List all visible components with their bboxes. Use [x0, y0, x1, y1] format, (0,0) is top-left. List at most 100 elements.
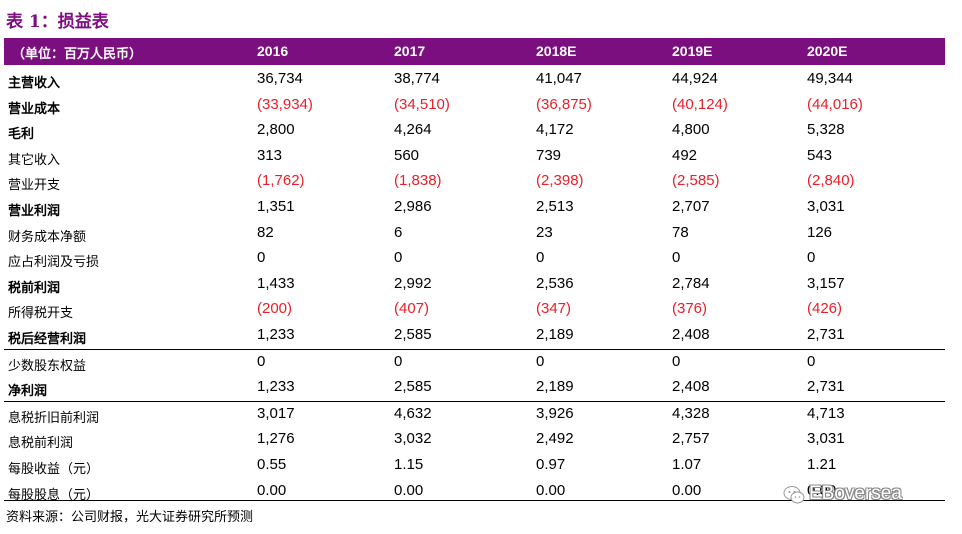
table-cell: (2,585) — [672, 172, 720, 190]
table-cell: 543 — [807, 146, 833, 164]
table-cell: (33,934) — [257, 95, 313, 113]
row-label: 毛利 — [8, 127, 35, 143]
row-label: 净利润 — [8, 384, 48, 400]
table-cell: 3,926 — [536, 404, 574, 422]
table-row: 其它收入 313 560 739 492 543 — [4, 144, 945, 170]
table-cell: 0.97 — [536, 455, 566, 473]
table-cell: 1,433 — [257, 274, 295, 292]
table-cell: 3,031 — [807, 197, 845, 215]
table-cell: 2,731 — [807, 325, 845, 343]
table-cell: (36,875) — [536, 95, 592, 113]
table-cell: 2,757 — [672, 430, 710, 448]
table-cell: 0 — [807, 249, 816, 267]
year-header-2018e: 2018E — [536, 43, 577, 59]
table-row: 财务成本净额 82 6 23 78 126 — [4, 221, 945, 247]
row-label: 其它收入 — [8, 152, 61, 168]
unit-label: （单位：百万人民币） — [12, 47, 143, 62]
table-cell: 3,157 — [807, 274, 845, 292]
table-cell: 0 — [807, 352, 816, 370]
table-cell: 2,513 — [536, 197, 574, 215]
table-cell: (2,398) — [536, 172, 584, 190]
row-label: 息税折旧前利润 — [8, 410, 100, 426]
table-cell: 4,264 — [394, 121, 432, 139]
table-cell: 1,233 — [257, 325, 295, 343]
table-cell: (44,016) — [807, 95, 863, 113]
row-label: 财务成本净额 — [8, 229, 87, 245]
table-cell: 49,344 — [807, 70, 853, 87]
table-cell: 78 — [672, 223, 689, 241]
table-cell: 313 — [257, 146, 283, 164]
table-cell: (376) — [672, 300, 708, 318]
table-cell: 2,492 — [536, 430, 574, 448]
table-row: 息税折旧前利润 3,017 4,632 3,926 4,328 4,713 — [4, 400, 945, 428]
table-cell: 1,233 — [257, 378, 295, 396]
row-label: 少数股东权益 — [8, 358, 87, 374]
table-cell: 2,536 — [536, 274, 574, 292]
table-cell: 739 — [536, 146, 562, 164]
table-cell: 41,047 — [536, 70, 582, 87]
row-label: 每股收益（元） — [8, 461, 100, 477]
table-row: 净利润 1,233 2,585 2,189 2,408 2,731 — [4, 375, 945, 401]
table-cell: (407) — [394, 300, 430, 318]
table-cell: 0 — [394, 249, 403, 267]
watermark: EBoversea — [783, 483, 933, 509]
row-label: 每股股息（元） — [8, 487, 100, 503]
table-row: 营业开支 (1,762) (1,838) (2,398) (2,585) (2,840) — [4, 169, 945, 195]
table-cell: 0 — [394, 352, 403, 370]
table-cell: (200) — [257, 300, 293, 318]
year-header-2019e: 2019E — [672, 43, 713, 59]
year-header-2016: 2016 — [257, 43, 289, 59]
table-cell: 2,585 — [394, 378, 432, 396]
table-row: 营业利润 1,351 2,986 2,513 2,707 3,031 — [4, 195, 945, 221]
table-cell: 23 — [536, 223, 553, 241]
table-cell: 3,031 — [807, 430, 845, 448]
table-cell: 2,189 — [536, 325, 574, 343]
table-cell: 4,632 — [394, 404, 432, 422]
year-header-2017: 2017 — [394, 43, 426, 59]
table-body: 主营收入 36,734 38,774 41,047 44,924 49,344 营业成本 (3… — [4, 67, 945, 504]
year-header-2020e: 2020E — [807, 43, 848, 59]
table-row: 税前利润 1,433 2,992 2,536 2,784 3,157 — [4, 272, 945, 298]
table-cell: 2,800 — [257, 121, 295, 139]
watermark-text: EBoversea — [809, 483, 902, 504]
table-row: 少数股东权益 0 0 0 0 0 — [4, 348, 945, 376]
table-row: 息税前利润 1,276 3,032 2,492 2,757 3,031 — [4, 427, 945, 453]
table-cell: 560 — [394, 146, 420, 164]
table-cell: 82 — [257, 223, 274, 241]
table-cell: 0 — [536, 249, 545, 267]
table-cell: (426) — [807, 300, 843, 318]
table-row: 应占利润及亏损 0 0 0 0 0 — [4, 246, 945, 272]
table-cell: (40,124) — [672, 95, 728, 113]
table-row: 每股收益（元） 0.55 1.15 0.97 1.07 1.21 — [4, 453, 945, 479]
table-cell: 36,734 — [257, 70, 303, 87]
table-cell: 3,017 — [257, 404, 295, 422]
table-bottom-rule — [4, 500, 945, 501]
table-cell: 3,032 — [394, 430, 432, 448]
table-cell: 2,189 — [536, 378, 574, 396]
table-cell: 126 — [807, 223, 833, 241]
table-cell: 0.55 — [257, 455, 287, 473]
table-cell: 2,408 — [672, 378, 710, 396]
table-row: 营业成本 (33,934) (34,510) (36,875) (40,124) (44,… — [4, 93, 945, 119]
row-label: 所得税开支 — [8, 306, 74, 322]
table-cell: (347) — [536, 300, 572, 318]
table-cell: 2,731 — [807, 378, 845, 396]
table-row: 毛利 2,800 4,264 4,172 4,800 5,328 — [4, 118, 945, 144]
table-cell: 1.21 — [807, 455, 837, 473]
table-cell: 5,328 — [807, 121, 845, 139]
table-cell: 4,328 — [672, 404, 710, 422]
row-label: 税后经营利润 — [8, 331, 87, 347]
table-cell: 1.07 — [672, 455, 702, 473]
row-label: 营业开支 — [8, 178, 61, 194]
table-cell: 0 — [672, 249, 681, 267]
table-row: 所得税开支 (200) (407) (347) (376) (426) — [4, 297, 945, 323]
table-cell: 44,924 — [672, 70, 718, 87]
row-label: 息税前利润 — [8, 436, 74, 452]
row-label: 应占利润及亏损 — [8, 255, 100, 271]
table-cell: (34,510) — [394, 95, 450, 113]
table-cell: 6 — [394, 223, 403, 241]
table-cell: 2,585 — [394, 325, 432, 343]
table-cell: 0.00 — [394, 481, 424, 499]
table-cell: 4,800 — [672, 121, 710, 139]
page-title: 表 1：损益表 — [6, 12, 109, 32]
